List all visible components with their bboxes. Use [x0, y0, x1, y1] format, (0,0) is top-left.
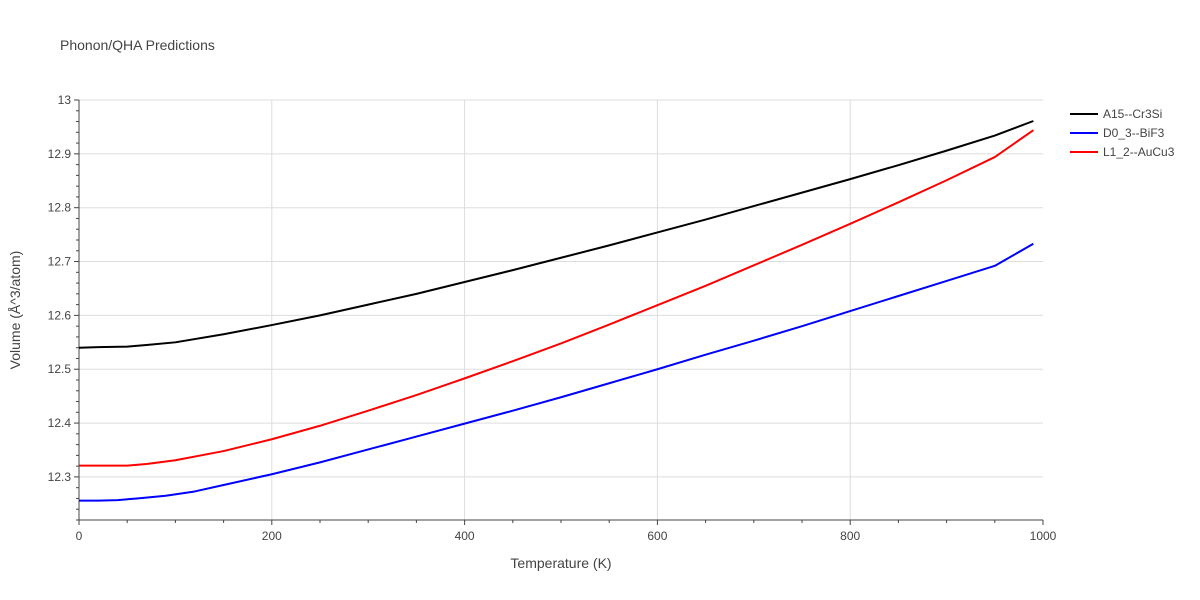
legend-label: L1_2--AuCu3 [1103, 145, 1175, 159]
legend-label: A15--Cr3Si [1103, 107, 1162, 121]
y-tick-label: 12.3 [48, 470, 72, 484]
grid-layer [79, 99, 1043, 520]
x-tick-label: 1000 [1030, 529, 1057, 543]
chart-title: Phonon/QHA Predictions [60, 37, 215, 53]
x-tick-label: 400 [455, 529, 475, 543]
axes-layer: 0 200 400 600 800 1000 12.3 12.4 12.5 12.6 12.7 12.… [48, 93, 1057, 543]
series-line-d0-3-bif3 [79, 242, 1034, 502]
x-tick-label: 800 [840, 529, 860, 543]
y-tick-label: 12.9 [48, 147, 72, 161]
series-layer [78, 120, 1034, 502]
y-tick-label: 12.6 [48, 308, 72, 322]
legend-item[interactable]: L1_2--AuCu3 [1070, 145, 1175, 159]
x-tick-label: 600 [647, 529, 667, 543]
y-axis-title: Volume (Å^3/atom) [7, 251, 23, 370]
y-tick-label: 12.5 [48, 362, 72, 376]
legend[interactable]: A15--Cr3Si D0_3--BiF3 L1_2--AuCu3 [1070, 107, 1175, 159]
legend-label: D0_3--BiF3 [1103, 126, 1165, 140]
x-axis-title: Temperature (K) [510, 555, 611, 571]
legend-item[interactable]: A15--Cr3Si [1070, 107, 1162, 121]
y-tick-label: 13 [58, 93, 72, 107]
series-line-a15-cr3si [78, 120, 1034, 349]
legend-item[interactable]: D0_3--BiF3 [1070, 126, 1165, 140]
x-tick-label: 0 [76, 529, 83, 543]
x-tick-label: 200 [262, 529, 282, 543]
y-tick-label: 12.7 [48, 255, 72, 269]
y-tick-label: 12.4 [48, 416, 72, 430]
y-tick-label: 12.8 [48, 201, 72, 215]
series-line-l1-2-aucu3 [79, 129, 1034, 467]
